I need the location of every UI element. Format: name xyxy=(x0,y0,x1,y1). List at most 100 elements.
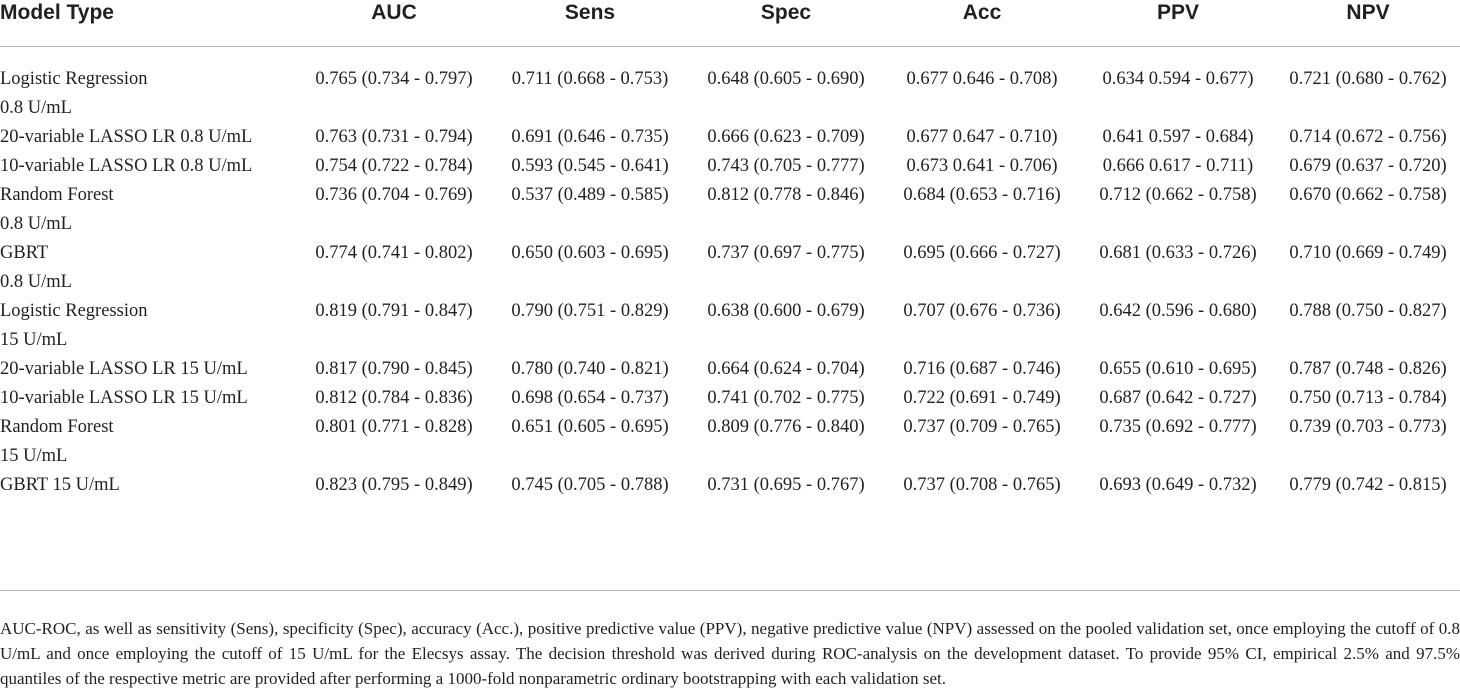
model-name-cell: 20-variable LASSO LR 0.8 U/mL xyxy=(0,123,296,152)
model-name-cell: 10-variable LASSO LR 15 U/mL xyxy=(0,384,296,413)
table-footnote: AUC-ROC, as well as sensitivity (Sens), … xyxy=(0,619,1460,688)
column-header-model-type: Model Type xyxy=(0,0,296,47)
metric-cell: 0.763 (0.731 - 0.794) xyxy=(315,127,473,147)
model-name-line: 10-variable LASSO LR 15 U/mL xyxy=(0,388,248,408)
table-row: Random Forest 0.8 U/mL 0.736 (0.704 - 0.76… xyxy=(0,181,1460,239)
metric-cell: 0.780 (0.740 - 0.821) xyxy=(511,359,669,379)
metric-cell: 0.691 (0.646 - 0.735) xyxy=(511,127,669,147)
column-header-npv: NPV xyxy=(1276,0,1460,47)
metric-cell: 0.655 (0.610 - 0.695) xyxy=(1099,359,1257,379)
metric-cell: 0.710 (0.669 - 0.749) xyxy=(1289,243,1447,263)
model-name-cell: Logistic Regression 15 U/mL xyxy=(0,297,296,355)
model-name-cell: GBRT 0.8 U/mL xyxy=(0,239,296,297)
model-name-cell: GBRT 15 U/mL xyxy=(0,471,296,515)
column-header-sens: Sens xyxy=(492,0,688,47)
model-name-line: Random Forest xyxy=(0,417,114,437)
table-row: 10-variable LASSO LR 15 U/mL 0.812 (0.784… xyxy=(0,384,1460,413)
metric-cell: 0.666 (0.623 - 0.709) xyxy=(707,127,865,147)
table-row: 20-variable LASSO LR 15 U/mL 0.817 (0.790… xyxy=(0,355,1460,384)
metric-cell: 0.722 (0.691 - 0.749) xyxy=(903,388,1061,408)
model-name-line: 0.8 U/mL xyxy=(0,214,72,234)
metric-cell: 0.745 (0.705 - 0.788) xyxy=(511,475,669,495)
metric-cell: 0.819 (0.791 - 0.847) xyxy=(315,301,473,321)
metric-cell: 0.787 (0.748 - 0.826) xyxy=(1289,359,1447,379)
metric-cell: 0.817 (0.790 - 0.845) xyxy=(315,359,473,379)
metric-cell: 0.823 (0.795 - 0.849) xyxy=(315,475,473,495)
metric-cell: 0.695 (0.666 - 0.727) xyxy=(903,243,1061,263)
table-row: GBRT 15 U/mL 0.823 (0.795 - 0.849) 0.745 (… xyxy=(0,471,1460,515)
model-name-line: Random Forest xyxy=(0,185,114,205)
metric-cell: 0.677 0.647 - 0.710) xyxy=(906,127,1058,147)
metric-cell: 0.679 (0.637 - 0.720) xyxy=(1289,156,1447,176)
metric-cell: 0.788 (0.750 - 0.827) xyxy=(1289,301,1447,321)
table-row: 20-variable LASSO LR 0.8 U/mL 0.763 (0.73… xyxy=(0,123,1460,152)
metric-cell: 0.634 0.594 - 0.677) xyxy=(1102,69,1254,89)
model-name-line: 20-variable LASSO LR 0.8 U/mL xyxy=(0,127,253,147)
table-bottom-rule xyxy=(0,590,1460,591)
model-name-cell: Random Forest 0.8 U/mL xyxy=(0,181,296,239)
metric-cell: 0.735 (0.692 - 0.777) xyxy=(1099,417,1257,437)
metric-cell: 0.650 (0.603 - 0.695) xyxy=(511,243,669,263)
metric-cell: 0.737 (0.697 - 0.775) xyxy=(707,243,865,263)
metric-cell: 0.731 (0.695 - 0.767) xyxy=(707,475,865,495)
metric-cell: 0.677 0.646 - 0.708) xyxy=(906,69,1058,89)
metric-cell: 0.737 (0.709 - 0.765) xyxy=(903,417,1061,437)
column-header-ppv: PPV xyxy=(1080,0,1276,47)
metric-cell: 0.681 (0.633 - 0.726) xyxy=(1099,243,1257,263)
header-row: Model Type AUC Sens Spec Acc PPV NPV xyxy=(0,0,1460,47)
table-row: Logistic Regression 0.8 U/mL 0.765 (0.734 … xyxy=(0,47,1460,124)
metric-cell: 0.693 (0.649 - 0.732) xyxy=(1099,475,1257,495)
column-header-acc: Acc xyxy=(884,0,1080,47)
metric-cell: 0.651 (0.605 - 0.695) xyxy=(511,417,669,437)
metric-cell: 0.716 (0.687 - 0.746) xyxy=(903,359,1061,379)
metric-cell: 0.687 (0.642 - 0.727) xyxy=(1099,388,1257,408)
column-header-spec: Spec xyxy=(688,0,884,47)
model-name-line: 0.8 U/mL xyxy=(0,272,72,292)
metric-cell: 0.707 (0.676 - 0.736) xyxy=(903,301,1061,321)
model-name-cell: Logistic Regression 0.8 U/mL xyxy=(0,47,296,124)
metric-cell: 0.712 (0.662 - 0.758) xyxy=(1099,185,1257,205)
metric-cell: 0.754 (0.722 - 0.784) xyxy=(315,156,473,176)
metric-cell: 0.537 (0.489 - 0.585) xyxy=(511,185,669,205)
metric-cell: 0.666 0.617 - 0.711) xyxy=(1102,156,1254,176)
table-row: 10-variable LASSO LR 0.8 U/mL 0.754 (0.72… xyxy=(0,152,1460,181)
model-name-cell: 10-variable LASSO LR 0.8 U/mL xyxy=(0,152,296,181)
metric-cell: 0.641 0.597 - 0.684) xyxy=(1102,127,1254,147)
model-name-line: 0.8 U/mL xyxy=(0,98,72,118)
metric-cell: 0.593 (0.545 - 0.641) xyxy=(511,156,669,176)
table-body: Logistic Regression 0.8 U/mL 0.765 (0.734 … xyxy=(0,47,1460,516)
results-table: Model Type AUC Sens Spec Acc PPV NPV Log… xyxy=(0,0,1460,516)
metric-cell: 0.737 (0.708 - 0.765) xyxy=(903,475,1061,495)
metric-cell: 0.774 (0.741 - 0.802) xyxy=(315,243,473,263)
model-name-line: 20-variable LASSO LR 15 U/mL xyxy=(0,359,248,379)
table-row: Random Forest 15 U/mL 0.801 (0.771 - 0.828… xyxy=(0,413,1460,471)
metric-cell: 0.779 (0.742 - 0.815) xyxy=(1289,475,1447,495)
model-name-line: GBRT xyxy=(0,243,49,263)
metric-cell: 0.638 (0.600 - 0.679) xyxy=(707,301,865,321)
metric-cell: 0.812 (0.784 - 0.836) xyxy=(315,388,473,408)
column-header-auc: AUC xyxy=(296,0,492,47)
metric-cell: 0.809 (0.776 - 0.840) xyxy=(707,417,865,437)
metric-cell: 0.801 (0.771 - 0.828) xyxy=(315,417,473,437)
metric-cell: 0.790 (0.751 - 0.829) xyxy=(511,301,669,321)
model-name-cell: 20-variable LASSO LR 15 U/mL xyxy=(0,355,296,384)
model-name-line: Logistic Regression xyxy=(0,301,148,321)
metric-cell: 0.743 (0.705 - 0.777) xyxy=(707,156,865,176)
metric-cell: 0.721 (0.680 - 0.762) xyxy=(1289,69,1447,89)
metric-cell: 0.750 (0.713 - 0.784) xyxy=(1289,388,1447,408)
metric-cell: 0.698 (0.654 - 0.737) xyxy=(511,388,669,408)
metric-cell: 0.736 (0.704 - 0.769) xyxy=(315,185,473,205)
model-name-line: Logistic Regression xyxy=(0,69,148,89)
metric-cell: 0.714 (0.672 - 0.756) xyxy=(1289,127,1447,147)
table-row: Logistic Regression 15 U/mL 0.819 (0.791 -… xyxy=(0,297,1460,355)
metric-cell: 0.664 (0.624 - 0.704) xyxy=(707,359,865,379)
model-name-line: 15 U/mL xyxy=(0,446,68,466)
metric-cell: 0.711 (0.668 - 0.753) xyxy=(511,69,669,89)
metric-cell: 0.812 (0.778 - 0.846) xyxy=(707,185,865,205)
metric-cell: 0.648 (0.605 - 0.690) xyxy=(707,69,865,89)
metric-cell: 0.684 (0.653 - 0.716) xyxy=(903,185,1061,205)
metric-cell: 0.642 (0.596 - 0.680) xyxy=(1099,301,1257,321)
model-name-line: 15 U/mL xyxy=(0,330,68,350)
metric-cell: 0.765 (0.734 - 0.797) xyxy=(315,69,473,89)
